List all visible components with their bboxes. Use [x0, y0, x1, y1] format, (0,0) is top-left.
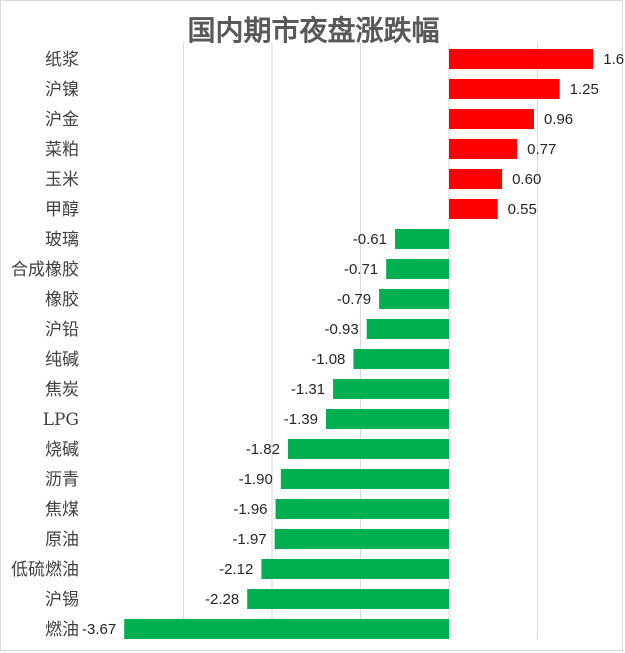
bar	[449, 79, 560, 99]
bar	[449, 199, 498, 219]
bar	[379, 289, 449, 309]
category-label: 沪铅	[45, 320, 79, 340]
bar	[325, 409, 449, 429]
value-label: -1.39	[284, 411, 318, 428]
value-label: 0.77	[527, 141, 556, 158]
category-label: 玉米	[45, 170, 79, 190]
value-label: -1.96	[233, 501, 267, 518]
value-label: -0.79	[337, 291, 371, 308]
bars	[124, 49, 594, 639]
bar	[366, 319, 449, 339]
category-label: 沥青	[45, 470, 79, 490]
value-label: 0.55	[508, 201, 537, 218]
bar	[287, 439, 449, 459]
category-label: 原油	[45, 530, 79, 550]
category-label: 沪金	[45, 110, 79, 130]
bar	[275, 499, 449, 519]
value-label: -1.90	[239, 471, 273, 488]
category-label: 沪锡	[45, 590, 79, 610]
category-label: 甲醇	[45, 200, 79, 220]
category-label: 焦炭	[45, 380, 79, 400]
value-label: 0.96	[544, 111, 573, 128]
value-label: -1.82	[246, 441, 280, 458]
value-label: -0.71	[344, 261, 378, 278]
category-label: 合成橡胶	[11, 260, 79, 280]
category-label: 沪镍	[45, 80, 79, 100]
category-label: 橡胶	[45, 290, 79, 310]
value-label: -1.31	[291, 381, 325, 398]
bar	[449, 109, 534, 129]
bar	[449, 139, 518, 159]
category-label: 燃油	[45, 620, 79, 640]
value-label: -0.93	[324, 321, 358, 338]
category-label: 焦煤	[45, 500, 79, 520]
bar	[449, 49, 594, 69]
category-label: 纸浆	[45, 50, 79, 70]
value-label: -0.61	[353, 231, 387, 248]
value-label: -3.67	[82, 621, 116, 638]
category-label: 玻璃	[45, 230, 79, 250]
value-label: 0.60	[512, 171, 541, 188]
grid-lines	[183, 43, 538, 639]
bar	[386, 259, 449, 279]
category-label: 低硫燃油	[11, 560, 79, 580]
category-label: 烧碱	[45, 440, 79, 460]
value-label: -2.28	[205, 591, 239, 608]
bar	[395, 229, 449, 249]
value-label: 1.63	[603, 51, 624, 68]
category-label: 纯碱	[45, 350, 79, 370]
bar	[261, 559, 449, 579]
value-label: -2.12	[219, 561, 253, 578]
labels: 纸浆 1.63 沪镍 1.25 沪金 0.96 菜粕 0.77 玉米 0.60 甲醇 0.55 玻璃 -0…	[11, 50, 624, 640]
value-label: 1.25	[570, 81, 599, 98]
bar	[280, 469, 449, 489]
chart-title: 国内期市夜盘涨跌幅	[187, 14, 440, 47]
bar	[247, 589, 449, 609]
bar	[274, 529, 449, 549]
bar	[353, 349, 449, 369]
bar	[333, 379, 449, 399]
value-label: -1.08	[311, 351, 345, 368]
bar	[449, 169, 503, 189]
category-label: 菜粕	[45, 140, 79, 160]
bar	[124, 619, 449, 639]
value-label: -1.97	[232, 531, 266, 548]
category-label: LPG	[43, 410, 79, 430]
